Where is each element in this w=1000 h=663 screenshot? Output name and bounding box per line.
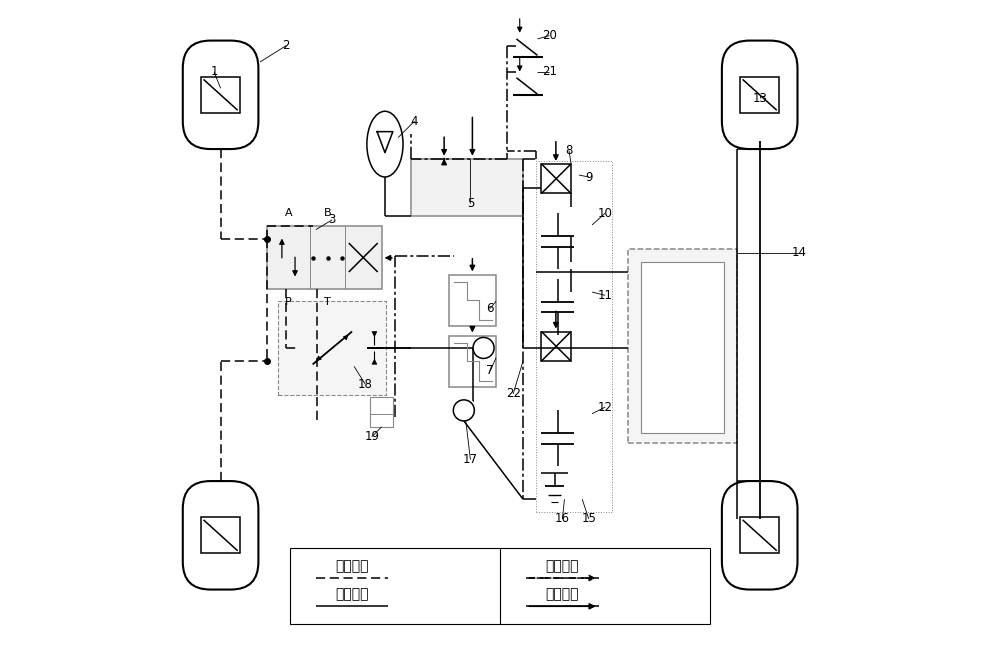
Circle shape [453,400,474,421]
Bar [740,517,779,554]
Text: T: T [324,297,331,307]
Text: 3: 3 [329,213,336,226]
Ellipse shape [367,111,403,177]
Text: 12: 12 [598,400,613,414]
Text: 15: 15 [581,512,596,525]
Bar [278,300,386,395]
Bar [449,275,496,326]
Text: 22: 22 [506,387,521,400]
Text: 14: 14 [792,246,807,259]
Text: P: P [285,297,292,307]
Text: 16: 16 [555,512,570,525]
Text: 电气连接: 电气连接 [546,559,579,573]
Text: 4: 4 [411,115,418,127]
Text: 10: 10 [598,207,613,219]
Text: 机械连接: 机械连接 [335,587,369,601]
Circle shape [298,314,367,382]
Text: 2: 2 [283,39,290,52]
Text: 6: 6 [486,302,494,315]
Text: 信号连接: 信号连接 [546,587,579,601]
FancyBboxPatch shape [183,40,258,149]
Text: 11: 11 [598,289,613,302]
FancyBboxPatch shape [183,481,258,589]
Bar [370,397,393,427]
Bar [449,336,496,387]
Bar [267,226,382,289]
Bar [628,249,737,444]
Bar [201,77,240,113]
Text: 9: 9 [585,170,593,184]
Text: B: B [324,208,331,218]
Text: A: A [285,208,292,218]
FancyBboxPatch shape [722,40,797,149]
Text: 18: 18 [358,378,373,391]
Bar [641,263,724,434]
Bar [541,332,571,361]
Bar [290,548,710,624]
Bar [201,517,240,554]
Text: 17: 17 [463,453,478,466]
Bar [536,160,612,512]
FancyBboxPatch shape [722,481,797,589]
Bar [411,158,523,216]
Bar [541,164,571,194]
Text: 21: 21 [542,66,557,78]
Bar [740,77,779,113]
Text: 1: 1 [210,66,218,78]
Text: 7: 7 [486,365,494,377]
Text: 19: 19 [364,430,379,443]
Circle shape [473,337,494,359]
Text: 13: 13 [752,91,767,105]
Text: 8: 8 [565,145,573,157]
Text: 5: 5 [467,197,474,210]
Text: 液压连接: 液压连接 [335,559,369,573]
Text: 20: 20 [542,29,557,42]
